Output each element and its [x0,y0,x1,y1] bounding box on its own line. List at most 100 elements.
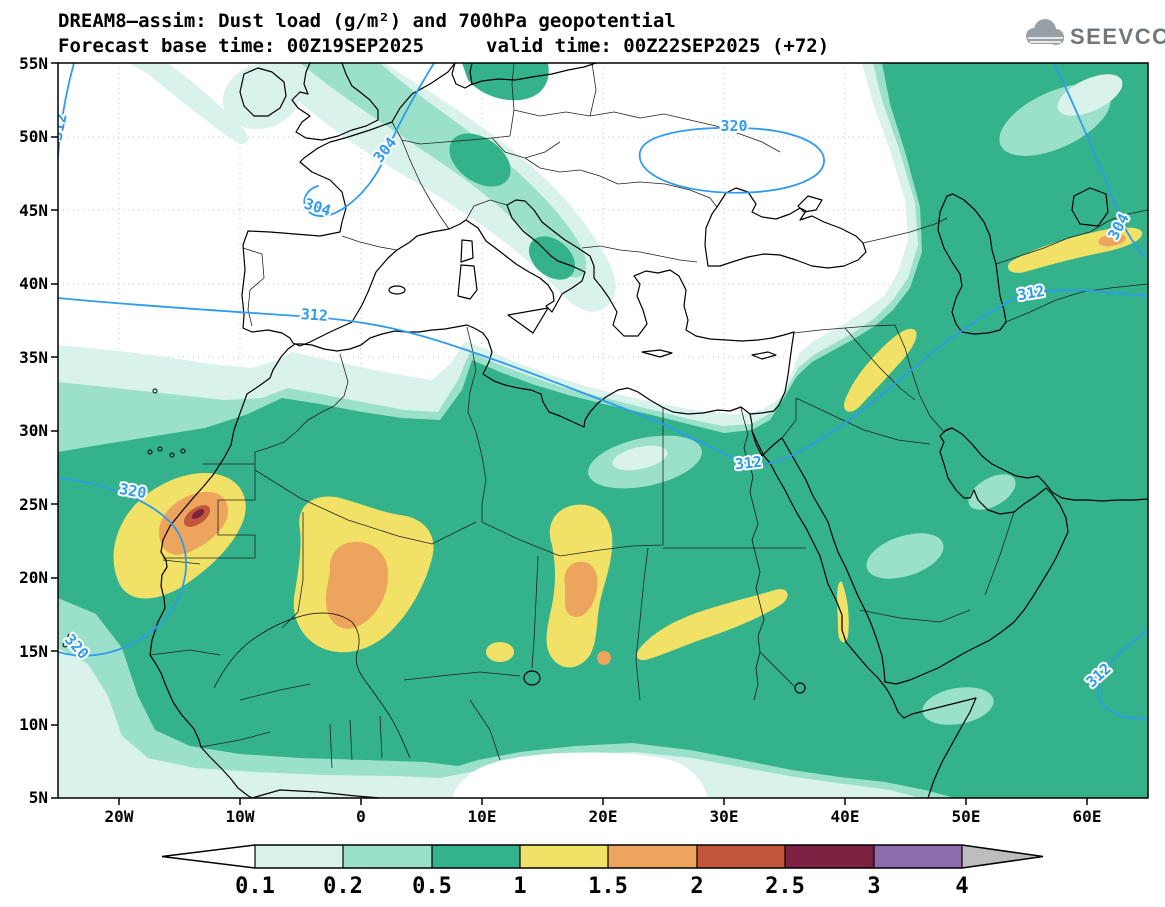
coast-sea-of-azov [797,195,823,213]
dust-south-fringe-mint [58,648,920,798]
colorbar-cell [255,845,343,868]
dust-patch-germany-green [449,133,511,187]
dust-maroon-western-sahara [191,509,205,519]
coast-crete [641,349,673,358]
geo-label: 312 [734,453,763,474]
dust-orange-chad-south [597,651,611,665]
contour-304-northeast [1053,63,1148,259]
colorbar-label: 2 [690,874,703,899]
cape-verde-islands [62,633,81,648]
niger-river [213,612,411,759]
latitude-axis-labels: 55N 50N 45N 40N 35N 30N 25N 20N 15N 10N … [19,54,48,807]
madeira [152,388,158,394]
dust-light-patch-persian-gulf [968,474,1016,510]
seevccc-logo: SEEVCCC [1026,19,1165,49]
colorbar-cell [343,845,432,868]
colorbar-cell [432,845,520,868]
coast-sardinia [457,264,478,300]
logo-text: SEEVCCC [1070,24,1165,49]
contour-312-west-edge [58,63,75,159]
lat-tick-label: 45N [19,201,48,220]
colorbar-label: 1.5 [588,874,628,899]
dust-patch-balkans-green [528,236,576,280]
coast-mallorca [388,285,406,295]
geo-label: 304 [302,194,333,219]
lat-tick-label: 55N [19,54,48,73]
coast-ireland [239,67,287,117]
axis-ticks [51,62,1088,805]
dust-yellow-red-sea [837,581,849,643]
dust-orange-mali [326,541,389,629]
dust-light-patch-horn [922,687,994,725]
coast-britain [291,63,379,141]
longitude-axis-labels: 20W 10W 0 10E 20E 30E 40E 50E 60E [105,807,1102,826]
lon-tick-label: 60E [1073,807,1102,826]
coast-cyprus [751,351,777,360]
lat-tick-label: 20N [19,568,48,587]
colorbar-cell [608,845,697,868]
colorbar: 0.1 0.2 0.5 1 1.5 2 2.5 3 4 [161,844,1044,899]
coastlines [62,63,1148,798]
canary-islands [147,446,186,458]
coast-gulf-of-guinea [251,789,381,798]
chart-title: DREAM8–assim: Dust load (g/m²) and 700hP… [58,10,676,32]
cloud-icon [1026,19,1064,45]
lat-tick-label: 40N [19,274,48,293]
colorbar-cell [697,845,785,868]
colorbar-label: 0.5 [412,874,452,899]
lon-tick-label: 20E [589,807,618,826]
lat-tick-label: 10N [19,715,48,734]
coast-iran-gulf [951,427,1148,502]
dust-load-fill-layers [58,63,1148,798]
lake-chad [523,670,541,686]
lon-tick-label: 20W [105,807,134,826]
country-borders [149,63,1148,769]
geo-label: 312 [300,305,328,325]
coast-corsica [460,239,474,263]
dust-streak-atlantic-nw [128,63,248,145]
lat-tick-label: 15N [19,642,48,661]
contour-312-main [58,289,1148,466]
colorbar-cell [874,845,962,868]
dust-light-patch-egypt-core [612,445,668,471]
colorbar-cell [520,845,608,868]
chart-subtitle-base-time: Forecast base time: 00Z19SEP2025 [58,35,424,57]
coast-red-sea-africa-horn [751,430,977,798]
dust-yellow-iraq [844,328,917,412]
coast-caspian [937,193,1007,335]
contour-304-france-trough [303,63,435,217]
geo-label: 312 [47,112,70,142]
coast-black-sea [704,187,867,269]
lon-tick-label: 30E [710,807,739,826]
lon-tick-label: 10E [468,807,497,826]
lon-tick-label: 50E [952,807,981,826]
lat-tick-label: 30N [19,421,48,440]
colorbar-arrow-left [162,845,255,868]
rivers [213,407,795,759]
nile-river [740,407,795,701]
colorbar-label: 4 [955,874,968,899]
coast-denmark-baltic [451,63,597,89]
lat-tick-label: 35N [19,348,48,367]
lat-tick-label: 25N [19,495,48,514]
dust-patch-denmark-green [462,63,549,101]
colorbar-arrow-right [962,845,1043,868]
lon-tick-label: 0 [356,807,366,826]
geo-label: 320 [720,117,747,135]
colorbar-cell [785,845,874,868]
contour-320-east-europe [638,127,825,194]
colorbar-separators [254,845,963,868]
dust-yellow-sudan [636,589,788,661]
colorbar-label: 1 [513,874,526,899]
lon-tick-label: 10W [226,807,255,826]
contour-312-southeast [1097,629,1148,720]
dust-orange-central-asia [1098,233,1126,247]
dust-light-patch-arabia [866,533,944,579]
clear-area-gulf-of-guinea [452,752,708,798]
coast-sicily [507,307,549,334]
lat-tick-label: 5N [29,788,48,807]
lake-tana [794,682,806,694]
colorbar-label: 0.2 [323,874,363,899]
